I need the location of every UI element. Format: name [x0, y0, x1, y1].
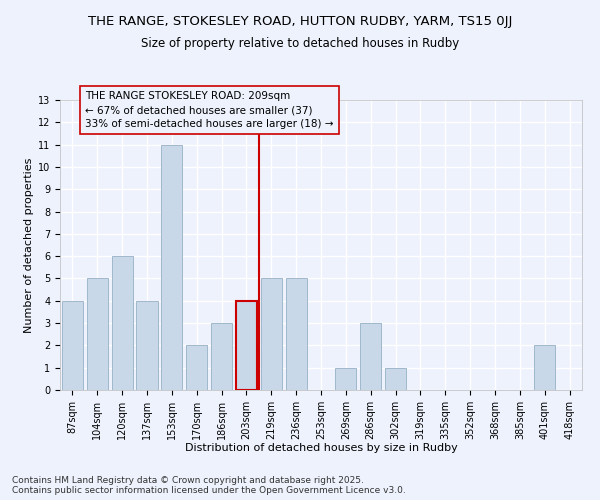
Bar	[161, 144, 182, 390]
Text: Size of property relative to detached houses in Rudby: Size of property relative to detached ho…	[141, 38, 459, 51]
Bar	[186, 346, 207, 390]
Bar	[136, 301, 158, 390]
Bar	[261, 278, 282, 390]
Bar	[360, 323, 381, 390]
Bar	[62, 301, 83, 390]
Bar	[112, 256, 133, 390]
Text: THE RANGE, STOKESLEY ROAD, HUTTON RUDBY, YARM, TS15 0JJ: THE RANGE, STOKESLEY ROAD, HUTTON RUDBY,…	[88, 15, 512, 28]
Y-axis label: Number of detached properties: Number of detached properties	[24, 158, 34, 332]
Bar	[286, 278, 307, 390]
Text: Contains HM Land Registry data © Crown copyright and database right 2025.
Contai: Contains HM Land Registry data © Crown c…	[12, 476, 406, 495]
Bar	[335, 368, 356, 390]
Bar	[385, 368, 406, 390]
Bar	[211, 323, 232, 390]
Text: THE RANGE STOKESLEY ROAD: 209sqm
← 67% of detached houses are smaller (37)
33% o: THE RANGE STOKESLEY ROAD: 209sqm ← 67% o…	[85, 91, 334, 129]
Bar	[534, 346, 555, 390]
Bar	[236, 301, 257, 390]
Bar	[87, 278, 108, 390]
X-axis label: Distribution of detached houses by size in Rudby: Distribution of detached houses by size …	[185, 444, 457, 454]
